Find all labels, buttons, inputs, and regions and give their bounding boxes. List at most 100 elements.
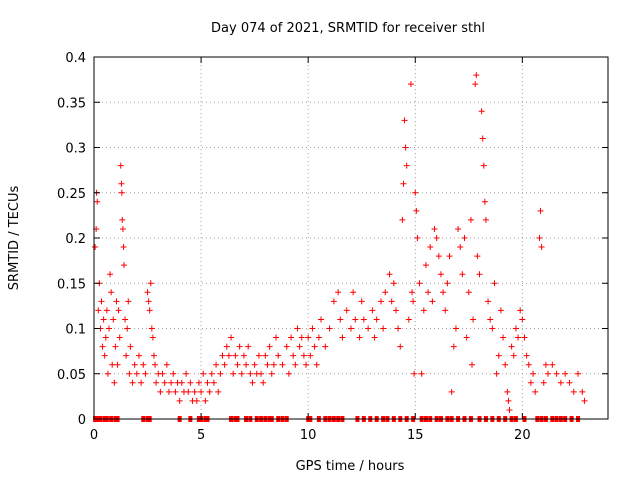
data-point <box>127 343 134 350</box>
data-point <box>258 370 265 377</box>
data-point <box>397 343 404 350</box>
data-point <box>403 162 410 169</box>
x-tick-label: 20 <box>514 428 531 443</box>
data-point <box>217 370 224 377</box>
y-axis-ticks: 0 0.05 0.1 0.15 0.2 0.25 0.3 0.35 0.4 <box>57 51 608 428</box>
data-point <box>260 379 267 386</box>
data-point <box>365 325 372 332</box>
data-point <box>523 352 530 359</box>
data-point <box>540 379 547 386</box>
data-point <box>288 334 295 341</box>
data-point <box>348 325 354 332</box>
data-point <box>311 343 318 350</box>
data-point <box>455 225 462 232</box>
data-point <box>525 361 532 368</box>
y-tick-label: 0.25 <box>57 187 86 202</box>
data-point <box>225 352 232 359</box>
data-point <box>170 370 177 377</box>
data-point <box>420 307 427 314</box>
data-point <box>373 316 380 323</box>
data-point <box>262 352 269 359</box>
data-point <box>371 334 378 341</box>
data-point <box>165 388 172 395</box>
data-point <box>157 388 164 395</box>
data-point <box>102 334 109 341</box>
data-point <box>422 262 429 269</box>
data-point <box>313 361 320 368</box>
data-point <box>176 397 183 404</box>
data-point <box>266 343 273 350</box>
data-point <box>249 379 256 386</box>
data-point <box>138 379 145 386</box>
data-point <box>502 361 509 368</box>
data-point <box>135 352 142 359</box>
data-point <box>191 388 198 395</box>
data-point <box>444 280 451 287</box>
data-point <box>322 343 329 350</box>
data-point <box>213 361 220 368</box>
data-point <box>251 361 258 368</box>
data-point <box>330 298 337 305</box>
y-tick-label: 0.1 <box>65 323 86 338</box>
data-point <box>416 280 423 287</box>
data-point <box>429 298 436 305</box>
y-tick-label: 0.4 <box>65 51 86 66</box>
data-point <box>437 271 444 278</box>
data-point <box>307 352 314 359</box>
data-point <box>579 388 586 395</box>
y-tick-label: 0.05 <box>57 368 86 383</box>
data-point <box>369 307 376 314</box>
data-point <box>473 72 480 79</box>
data-point <box>405 316 412 323</box>
data-point <box>108 289 115 296</box>
data-point <box>111 379 118 386</box>
data-point <box>142 370 149 377</box>
data-point <box>479 135 486 142</box>
x-tick-label: 15 <box>407 428 424 443</box>
data-point <box>300 352 307 359</box>
data-point <box>549 361 556 368</box>
data-point <box>360 316 367 323</box>
data-point <box>412 189 419 196</box>
data-point <box>123 352 130 359</box>
data-point <box>118 180 125 187</box>
data-point <box>120 244 127 251</box>
data-point <box>124 325 131 332</box>
data-point <box>159 370 166 377</box>
data-point <box>247 370 254 377</box>
data-point <box>168 379 175 386</box>
data-point <box>193 397 200 404</box>
data-point <box>305 334 312 341</box>
data-point <box>298 334 305 341</box>
data-point <box>119 225 126 232</box>
data-point <box>402 144 409 151</box>
data-point <box>495 352 502 359</box>
data-point <box>427 244 434 251</box>
data-point <box>433 235 440 241</box>
data-point <box>470 316 477 323</box>
data-point <box>122 316 129 323</box>
data-point <box>532 388 539 395</box>
data-point <box>506 406 513 413</box>
data-point <box>126 370 133 377</box>
data-point <box>119 216 126 223</box>
data-point <box>448 388 455 395</box>
data-point <box>497 307 504 314</box>
data-point <box>223 343 230 350</box>
data-point <box>377 298 384 305</box>
data-point <box>303 361 310 368</box>
data-point <box>283 343 290 350</box>
data-point <box>504 388 511 395</box>
data-point <box>117 162 124 169</box>
data-point <box>480 162 487 169</box>
data-point <box>517 307 524 314</box>
data-point <box>352 316 359 323</box>
data-point <box>536 235 543 241</box>
data-point <box>204 379 211 386</box>
data-point <box>553 370 560 377</box>
data-point <box>109 361 116 368</box>
data-point <box>400 180 407 187</box>
data-point <box>382 289 389 296</box>
data-point <box>292 361 299 368</box>
data-point <box>431 225 438 232</box>
